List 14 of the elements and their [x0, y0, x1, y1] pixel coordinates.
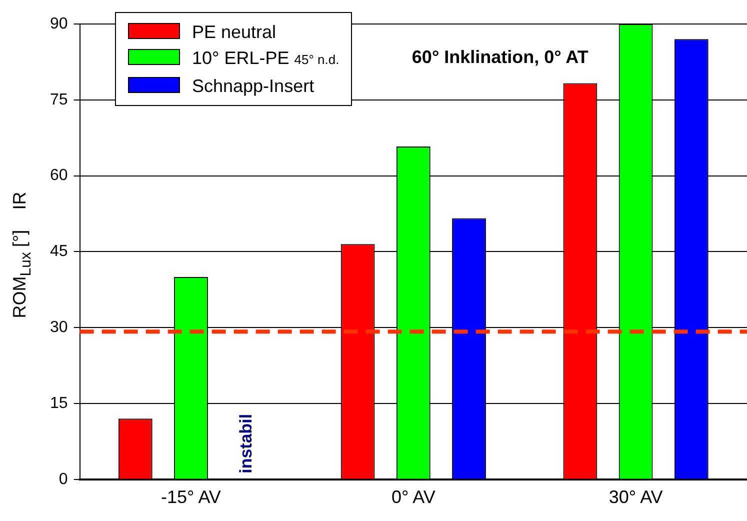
x-tick-label: -15° AV — [161, 487, 221, 508]
annotation: instabil — [236, 414, 256, 474]
legend-label: PE neutral — [191, 21, 278, 44]
y-tick-label: 90 — [50, 15, 68, 32]
y-tick-label: 45 — [50, 243, 68, 260]
y-tick-label: 15 — [50, 394, 68, 412]
y-tick-label: 60 — [50, 167, 68, 184]
text: 60° Inklination, 0° AT — [412, 46, 588, 67]
y-tick-label: 30 — [50, 319, 68, 336]
x-tick-label: 0° AV — [391, 487, 436, 508]
y-tick-label: 0 — [58, 470, 68, 488]
legend-label: Schnapp-Insert — [191, 75, 316, 98]
x-tick-label: 30° AV — [608, 487, 663, 508]
y-tick-label: 75 — [50, 91, 68, 108]
